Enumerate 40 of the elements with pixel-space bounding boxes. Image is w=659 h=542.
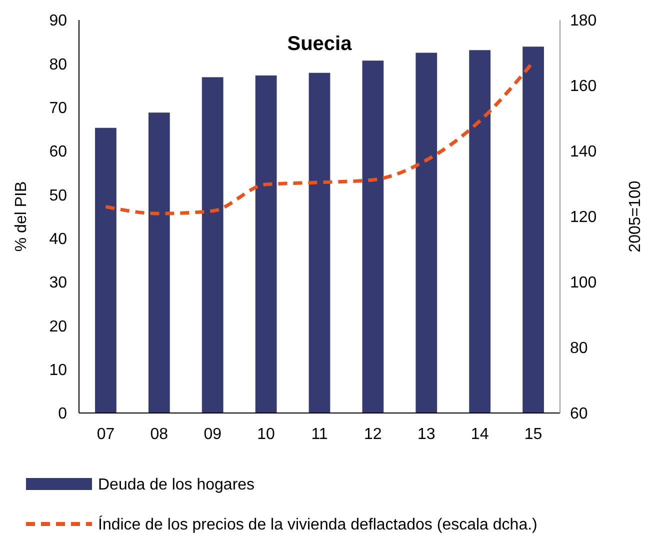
x-tick-label: 14 bbox=[470, 426, 489, 443]
bar bbox=[416, 52, 438, 413]
y2-tick-label: 60 bbox=[570, 406, 588, 423]
text: Suecia bbox=[287, 33, 353, 55]
x-tick-label: 09 bbox=[204, 426, 222, 443]
bar bbox=[255, 75, 277, 413]
y2-tick-label: 120 bbox=[570, 209, 597, 226]
y2-axis-title: 2005=100 bbox=[627, 180, 644, 252]
x-tick-label: 13 bbox=[417, 426, 436, 443]
y2-tick-label: 180 bbox=[570, 12, 597, 30]
y2-tick-label: 140 bbox=[570, 144, 597, 161]
y2-tick-label: 100 bbox=[570, 274, 597, 292]
y-tick-label: 10 bbox=[49, 362, 68, 379]
y-tick-label: 80 bbox=[49, 56, 68, 74]
y-tick-label: 50 bbox=[49, 187, 68, 204]
y-tick-label: 40 bbox=[49, 230, 68, 248]
y2-tick-label: 160 bbox=[570, 78, 597, 96]
bar bbox=[148, 112, 170, 413]
y-tick-label: 20 bbox=[49, 318, 68, 336]
bar bbox=[308, 72, 330, 413]
x-tick-label: 07 bbox=[96, 426, 115, 443]
x-tick-label: 11 bbox=[311, 426, 328, 443]
y-tick-label: 0 bbox=[58, 406, 68, 423]
y-tick-label: 90 bbox=[49, 12, 68, 30]
bar bbox=[362, 60, 384, 413]
bar bbox=[95, 128, 116, 413]
legend-label: Deuda de los hogares bbox=[98, 476, 255, 494]
x-tick-label: 15 bbox=[524, 426, 542, 443]
bar bbox=[522, 46, 544, 413]
bar bbox=[469, 50, 491, 413]
y-axis-title: % del PIB bbox=[13, 181, 30, 252]
x-tick-label: 10 bbox=[257, 426, 276, 443]
y-tick-label: 60 bbox=[49, 144, 68, 161]
y-tick-label: 70 bbox=[49, 100, 68, 117]
bar bbox=[202, 77, 224, 413]
legend-label: Índice de los precios de la vivienda deflactados (escala dcha.) bbox=[98, 516, 538, 534]
y-tick-label: 30 bbox=[49, 274, 68, 292]
x-tick-label: 12 bbox=[364, 426, 382, 443]
x-tick-label: 08 bbox=[150, 426, 168, 443]
y2-tick-label: 80 bbox=[570, 340, 588, 358]
